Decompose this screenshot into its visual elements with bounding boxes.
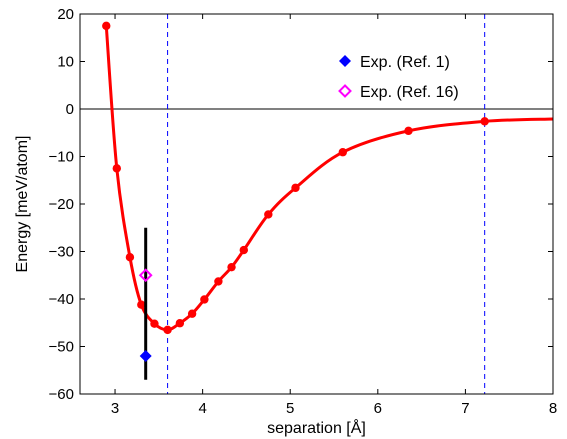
- axes-frame: [79, 13, 554, 395]
- experimental-points: [138, 227, 153, 380]
- x-axis-label: separation [Å]: [267, 418, 366, 437]
- x-tick-label: 4: [198, 400, 206, 417]
- y-tick-label: −50: [49, 339, 74, 356]
- legend: Exp. (Ref. 1) Exp. (Ref. 16): [338, 54, 459, 101]
- x-tick-label: 7: [461, 400, 469, 417]
- y-tick-label: −20: [49, 196, 74, 213]
- legend-ref16-marker: [338, 84, 352, 98]
- exp-ref1-marker: [139, 350, 152, 362]
- energy-data-point: [187, 309, 197, 318]
- energy-data-point: [264, 210, 273, 219]
- y-tick-label: 20: [57, 6, 74, 23]
- energy-data-point: [150, 319, 159, 328]
- y-tick-label: 0: [66, 101, 74, 118]
- energy-data-point: [125, 253, 135, 262]
- reference-lines: [80, 14, 553, 394]
- x-tick-label: 6: [374, 400, 382, 417]
- plot-area-border: [79, 13, 554, 395]
- energy-data-point: [291, 183, 300, 193]
- energy-data-point: [112, 164, 121, 173]
- y-tick-label: −10: [49, 149, 74, 166]
- energy-curve-line: [104, 25, 554, 332]
- x-tick-label: 8: [549, 400, 557, 417]
- y-axis-label: Energy [meV/atom]: [14, 136, 31, 273]
- energy-data-point: [175, 319, 185, 328]
- x-tick-label: 3: [111, 400, 119, 417]
- energy-data-point: [338, 148, 347, 157]
- legend-ref1-marker: [339, 55, 351, 67]
- legend-ref16-label: Exp. (Ref. 16): [360, 84, 459, 101]
- energy-data-point: [214, 277, 223, 286]
- energy-data-point: [102, 21, 111, 31]
- energy-data-point: [404, 126, 413, 136]
- y-tick-label: −40: [49, 291, 74, 308]
- y-tick-label: 10: [57, 54, 74, 71]
- exp-ref16-marker: [138, 268, 153, 283]
- energy-data-point: [227, 262, 236, 272]
- energy-data-point: [200, 295, 209, 304]
- energy-data-point: [480, 117, 489, 126]
- energy-data-point: [137, 300, 146, 309]
- y-tick-label: −30: [49, 244, 74, 261]
- energy-data-point: [239, 245, 248, 255]
- axis-ticks: 3 4 5 6 7 8 20 10 0 −10 −20 −30 −40 −50 −60: [49, 6, 558, 417]
- x-tick-label: 5: [286, 400, 294, 417]
- y-tick-label: −60: [49, 386, 74, 403]
- energy-curve: [102, 21, 554, 335]
- legend-ref1-label: Exp. (Ref. 1): [360, 54, 450, 71]
- energy-data-point: [163, 325, 172, 335]
